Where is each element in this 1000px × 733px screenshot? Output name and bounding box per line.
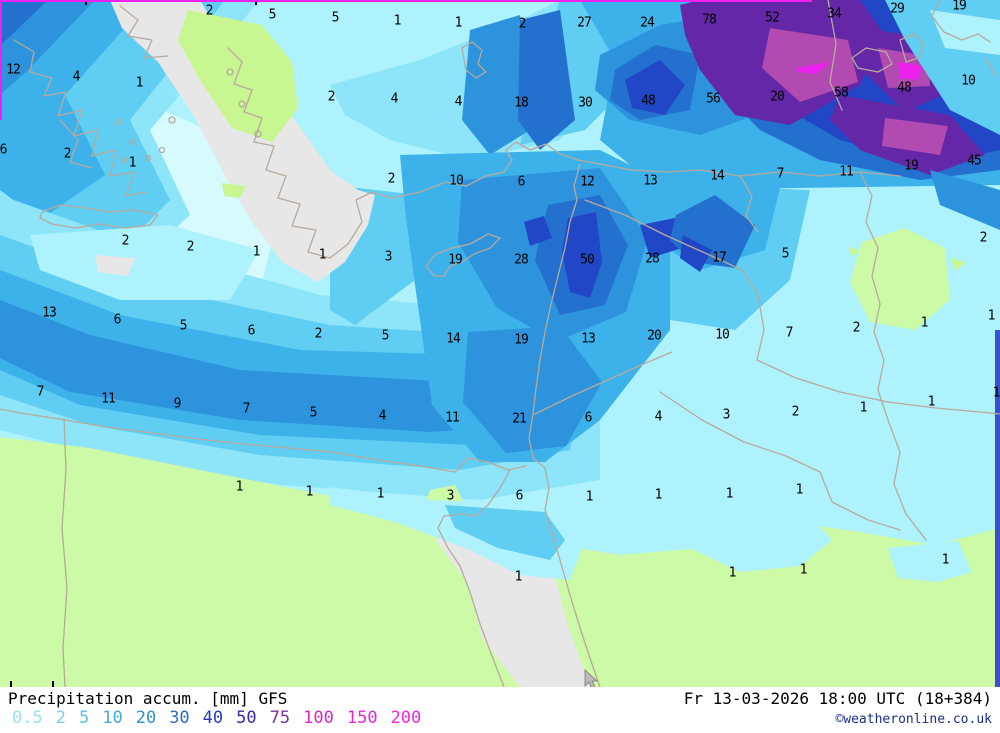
map-border-top	[0, 0, 812, 2]
coastlines	[0, 0, 1000, 687]
map-canvas	[0, 0, 1000, 687]
cursor-arrow-icon	[584, 669, 599, 687]
legend-value: 30	[169, 708, 190, 728]
edge-ticks	[10, 0, 257, 687]
legend-value: 0.5	[12, 708, 43, 728]
map-title: Precipitation accum. [mm] GFS	[8, 689, 288, 708]
forecast-datetime: Fr 13-03-2026 18:00 UTC (18+384)	[683, 689, 992, 708]
legend-value: 20	[135, 708, 157, 728]
precip-bands	[0, 0, 1000, 687]
legend-value: 200	[390, 708, 422, 728]
legend-value: 5	[78, 708, 90, 728]
legend-value: 150	[346, 708, 378, 728]
legend-value: 10	[102, 708, 123, 728]
precipitation-map: 2 5 5 1 1 2 27 24 78 52 34 29 19 12 4 1 2 4 4 18 30 48 56 20 58 4…	[0, 0, 1000, 687]
footer-bar: Precipitation accum. [mm] GFS 0.5 2 5 10 20 3…	[0, 687, 1000, 733]
map-border-left	[0, 0, 2, 120]
copyright-text: ©weatheronline.co.uk	[835, 712, 992, 727]
legend-value: 75	[269, 708, 291, 728]
legend-value: 50	[236, 708, 257, 728]
legend-value: 2	[55, 708, 66, 728]
legend-values: 0.5 2 5 10 20 30 40 50 75 100 150 200	[12, 708, 421, 728]
legend-value: 100	[303, 708, 334, 728]
legend-value: 40	[202, 708, 224, 728]
